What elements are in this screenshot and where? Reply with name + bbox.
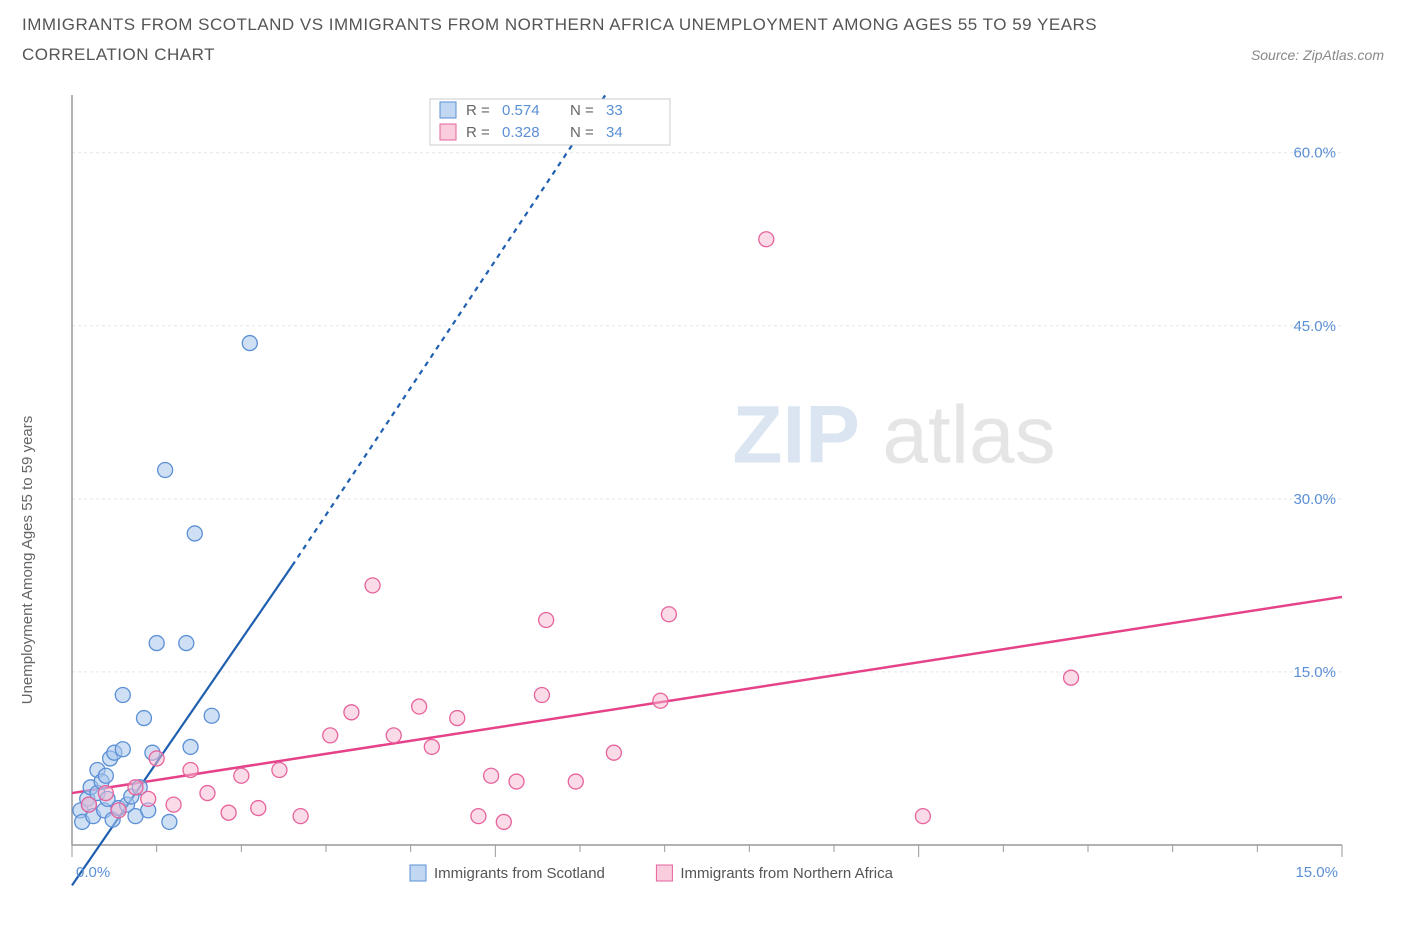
watermark: ZIP bbox=[732, 390, 860, 481]
data-point bbox=[272, 763, 287, 778]
legend-r-label: R = bbox=[466, 124, 490, 141]
data-point bbox=[293, 809, 308, 824]
data-point bbox=[534, 688, 549, 703]
data-point bbox=[365, 578, 380, 593]
legend-r-label: R = bbox=[466, 102, 490, 119]
data-point bbox=[251, 801, 266, 816]
legend-swatch bbox=[410, 865, 426, 881]
data-point bbox=[471, 809, 486, 824]
data-point bbox=[200, 786, 215, 801]
legend-label: Immigrants from Scotland bbox=[434, 865, 605, 882]
data-point bbox=[221, 805, 236, 820]
data-point bbox=[81, 797, 96, 812]
legend-n-label: N = bbox=[570, 124, 594, 141]
data-point bbox=[111, 803, 126, 818]
legend-n-label: N = bbox=[570, 102, 594, 119]
data-point bbox=[183, 763, 198, 778]
legend-r-value: 0.574 bbox=[502, 102, 540, 119]
data-point bbox=[606, 745, 621, 760]
data-point bbox=[484, 768, 499, 783]
data-point bbox=[323, 728, 338, 743]
data-point bbox=[759, 232, 774, 247]
legend-swatch bbox=[656, 865, 672, 881]
data-point bbox=[158, 463, 173, 478]
data-point bbox=[98, 768, 113, 783]
trend-line bbox=[72, 566, 292, 886]
trend-line-dashed bbox=[292, 95, 605, 566]
source-label: Source: ZipAtlas.com bbox=[1251, 47, 1384, 63]
data-point bbox=[509, 774, 524, 789]
data-point bbox=[98, 786, 113, 801]
data-point bbox=[179, 636, 194, 651]
data-point bbox=[136, 711, 151, 726]
chart-title: IMMIGRANTS FROM SCOTLAND VS IMMIGRANTS F… bbox=[22, 15, 1384, 35]
data-point bbox=[386, 728, 401, 743]
data-point bbox=[162, 814, 177, 829]
chart-subtitle: CORRELATION CHART bbox=[22, 45, 215, 65]
data-point bbox=[149, 636, 164, 651]
data-point bbox=[242, 336, 257, 351]
data-point bbox=[115, 742, 130, 757]
legend-n-value: 33 bbox=[606, 102, 623, 119]
data-point bbox=[915, 809, 930, 824]
trend-line bbox=[72, 597, 1342, 793]
watermark: atlas bbox=[882, 390, 1055, 481]
legend-label: Immigrants from Northern Africa bbox=[680, 865, 893, 882]
data-point bbox=[141, 791, 156, 806]
data-point bbox=[128, 780, 143, 795]
data-point bbox=[183, 739, 198, 754]
data-point bbox=[115, 688, 130, 703]
y-tick-label: 60.0% bbox=[1293, 145, 1336, 162]
legend-swatch bbox=[440, 102, 456, 118]
data-point bbox=[661, 607, 676, 622]
legend-n-value: 34 bbox=[606, 124, 623, 141]
data-point bbox=[653, 693, 668, 708]
data-point bbox=[204, 708, 219, 723]
title-block: IMMIGRANTS FROM SCOTLAND VS IMMIGRANTS F… bbox=[0, 0, 1406, 83]
y-tick-label: 45.0% bbox=[1293, 318, 1336, 335]
x-tick-label: 0.0% bbox=[76, 864, 110, 881]
data-point bbox=[149, 751, 164, 766]
data-point bbox=[166, 797, 181, 812]
data-point bbox=[412, 699, 427, 714]
y-axis-label: Unemployment Among Ages 55 to 59 years bbox=[19, 416, 36, 705]
data-point bbox=[187, 526, 202, 541]
x-tick-label: 15.0% bbox=[1295, 864, 1338, 881]
y-tick-label: 15.0% bbox=[1293, 664, 1336, 681]
data-point bbox=[539, 613, 554, 628]
data-point bbox=[344, 705, 359, 720]
data-point bbox=[568, 774, 583, 789]
data-point bbox=[424, 739, 439, 754]
legend-swatch bbox=[440, 124, 456, 140]
scatter-chart: ZIPatlas 15.0% 30.0% 45.0% 60.0% 0.0% 15.0% Une… bbox=[0, 85, 1406, 930]
y-tick-label: 30.0% bbox=[1293, 491, 1336, 508]
legend-r-value: 0.328 bbox=[502, 124, 540, 141]
data-point bbox=[496, 814, 511, 829]
data-point bbox=[450, 711, 465, 726]
data-point bbox=[1064, 670, 1079, 685]
data-point bbox=[234, 768, 249, 783]
